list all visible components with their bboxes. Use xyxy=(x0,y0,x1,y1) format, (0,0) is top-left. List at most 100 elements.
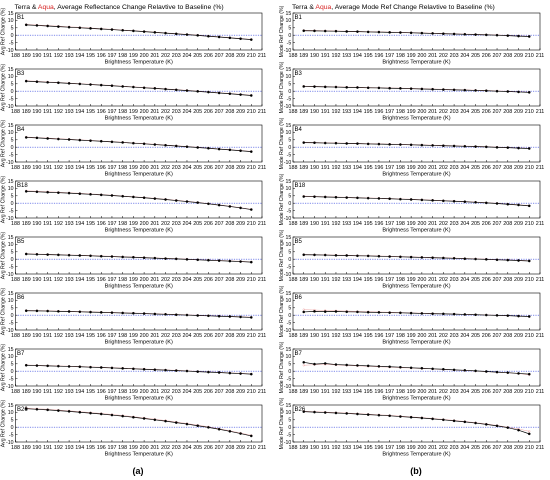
series-1-marker xyxy=(57,310,60,313)
x-tick-label: 210 xyxy=(247,165,256,171)
x-tick-label: 192 xyxy=(331,165,340,171)
y-tick-label: 10 xyxy=(8,354,14,360)
y-axis-label: Avg Ref Change (%) xyxy=(0,175,6,223)
series-2-marker xyxy=(528,430,531,433)
x-tick-label: 195 xyxy=(364,53,373,59)
y-tick-label: 10 xyxy=(8,410,14,416)
series-1-marker xyxy=(356,86,359,89)
x-tick-label: 210 xyxy=(247,389,256,395)
series-1-marker xyxy=(345,310,349,314)
x-tick-label: 188 xyxy=(11,445,20,451)
x-tick-label: 206 xyxy=(482,277,491,283)
series-1-marker xyxy=(196,314,199,317)
series-1-marker xyxy=(506,34,510,37)
x-tick-label: 198 xyxy=(118,221,127,227)
x-tick-label: 211 xyxy=(258,389,267,395)
x-tick-label: 195 xyxy=(86,445,95,451)
series-1-marker xyxy=(442,199,445,203)
series-1-marker xyxy=(207,426,210,429)
x-tick-label: 197 xyxy=(107,389,116,395)
series-1-marker xyxy=(196,424,199,428)
series-1-line xyxy=(26,364,252,375)
series-1-marker xyxy=(110,140,114,144)
x-tick-label: 194 xyxy=(75,389,84,395)
x-tick-label: 194 xyxy=(353,277,362,283)
series-1-marker xyxy=(132,85,135,89)
x-tick-label: 192 xyxy=(331,445,340,451)
x-tick-label: 206 xyxy=(204,445,213,451)
series-1-marker xyxy=(121,85,124,88)
x-tick-label: 201 xyxy=(428,53,437,59)
series-1-marker xyxy=(302,410,306,413)
y-axis-label: Avg Ref Change (%) xyxy=(0,7,6,55)
y-tick-label: 0 xyxy=(288,201,291,207)
x-tick-label: 203 xyxy=(172,165,181,171)
series-1-marker xyxy=(377,365,381,368)
x-tick-label: 193 xyxy=(342,109,351,115)
x-axis-label: Brightness Temperature (K) xyxy=(105,171,173,177)
x-tick-label: 193 xyxy=(342,53,351,59)
x-tick-label: 189 xyxy=(299,333,308,339)
x-tick-label: 205 xyxy=(471,53,480,59)
x-tick-label: 206 xyxy=(482,109,491,115)
series-1-marker xyxy=(388,365,391,369)
y-tick-label: -5 xyxy=(287,40,292,46)
x-tick-label: 201 xyxy=(428,389,437,395)
series-1-marker xyxy=(377,197,381,200)
band-label: B4 xyxy=(17,127,25,133)
series-1-marker xyxy=(323,310,327,313)
y-tick-label: 10 xyxy=(8,74,14,80)
series-1-marker xyxy=(356,196,359,200)
x-tick-label: 194 xyxy=(75,445,84,451)
series-1-marker xyxy=(474,33,477,36)
series-1-marker xyxy=(46,309,49,313)
y-tick-label: 10 xyxy=(8,242,14,248)
y-axis-label: Mode Ref Change (%) xyxy=(279,61,285,113)
series-1-marker xyxy=(57,409,60,412)
series-1-marker xyxy=(46,81,49,84)
y-tick-label: 10 xyxy=(286,74,292,80)
y-tick-label: 10 xyxy=(286,242,292,248)
y-tick-label: -10 xyxy=(6,272,14,278)
series-1-marker xyxy=(78,82,82,86)
series-1-marker xyxy=(345,30,349,33)
x-tick-label: 191 xyxy=(43,109,52,115)
x-tick-label: 202 xyxy=(161,109,170,115)
series-1-marker xyxy=(399,311,402,315)
x-tick-label: 191 xyxy=(43,221,52,227)
y-tick-label: -10 xyxy=(284,272,292,278)
x-tick-label: 211 xyxy=(258,277,267,283)
x-tick-label: 210 xyxy=(247,109,256,115)
x-tick-label: 193 xyxy=(65,53,74,59)
x-tick-label: 204 xyxy=(182,333,191,339)
x-tick-label: 206 xyxy=(204,53,213,59)
x-tick-label: 201 xyxy=(150,445,159,451)
series-1-marker xyxy=(388,86,391,90)
series-1-marker xyxy=(334,141,338,145)
x-tick-label: 208 xyxy=(503,53,512,59)
series-1-marker xyxy=(153,143,157,146)
y-tick-label: 15 xyxy=(286,67,292,73)
series-1-marker xyxy=(388,414,391,418)
series-1-marker xyxy=(78,138,82,142)
x-tick-label: 201 xyxy=(428,221,437,227)
x-tick-label: 210 xyxy=(525,221,534,227)
x-tick-label: 199 xyxy=(129,165,138,171)
series-1-marker xyxy=(228,148,232,152)
series-1-marker xyxy=(67,310,71,313)
series-1-marker xyxy=(207,370,210,374)
series-1-marker xyxy=(174,199,178,202)
plot-frame xyxy=(15,404,263,443)
x-tick-label: 191 xyxy=(321,53,330,59)
series-2-line xyxy=(303,410,530,432)
chart-title-segment: Aqua xyxy=(38,4,54,11)
series-1-marker xyxy=(527,204,531,208)
series-1-marker xyxy=(463,145,467,148)
series-1-marker xyxy=(142,86,146,90)
series-1-marker xyxy=(35,309,39,313)
x-tick-label: 209 xyxy=(236,333,245,339)
series-1-marker xyxy=(174,421,178,424)
x-tick-label: 199 xyxy=(407,277,416,283)
series-1-marker xyxy=(207,34,210,38)
